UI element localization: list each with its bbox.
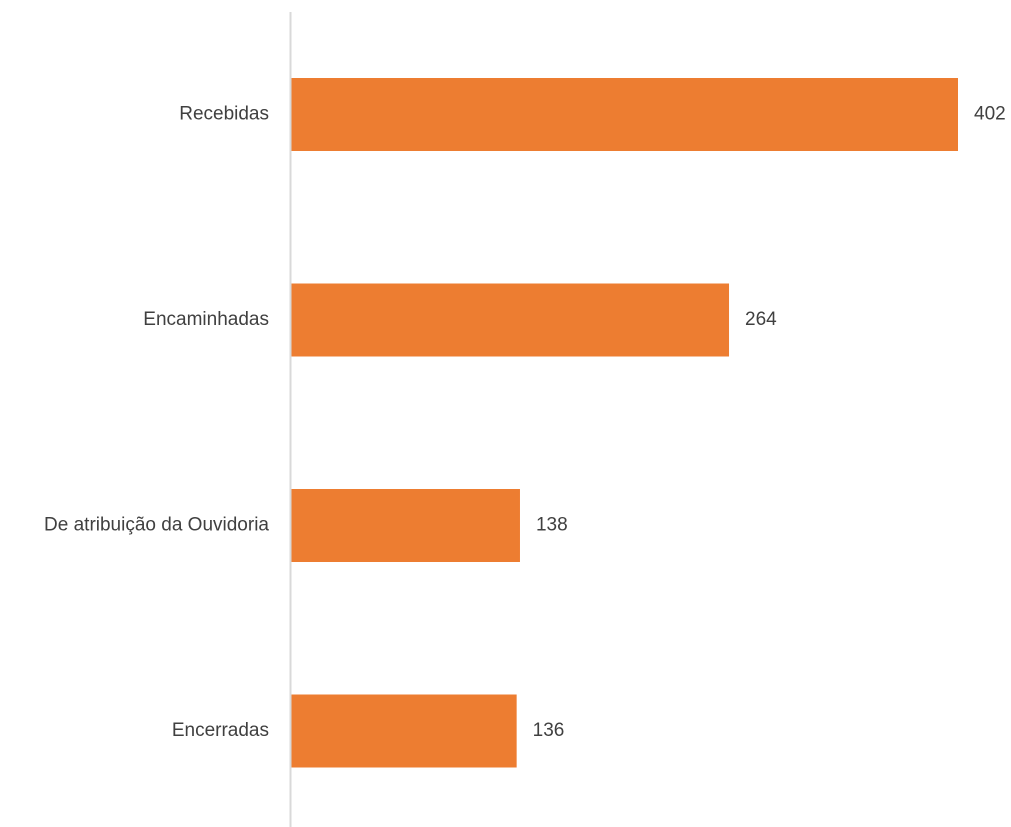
category-label-2: De atribuição da Ouvidoria <box>44 515 269 536</box>
data-label-1: 264 <box>745 309 777 330</box>
labels-layer: Recebidas 402 Encaminhadas 264 De atribuição… <box>44 104 1006 742</box>
bar-2 <box>291 489 520 562</box>
bars-layer <box>291 78 958 768</box>
bar-1 <box>291 283 730 357</box>
category-label-0: Recebidas <box>179 104 269 125</box>
data-label-0: 402 <box>974 104 1006 125</box>
bar-3 <box>291 694 517 768</box>
data-label-2: 138 <box>536 515 568 536</box>
category-label-1: Encaminhadas <box>143 309 269 330</box>
bar-0 <box>291 78 958 151</box>
data-label-3: 136 <box>533 720 565 741</box>
category-label-3: Encerradas <box>172 720 269 741</box>
